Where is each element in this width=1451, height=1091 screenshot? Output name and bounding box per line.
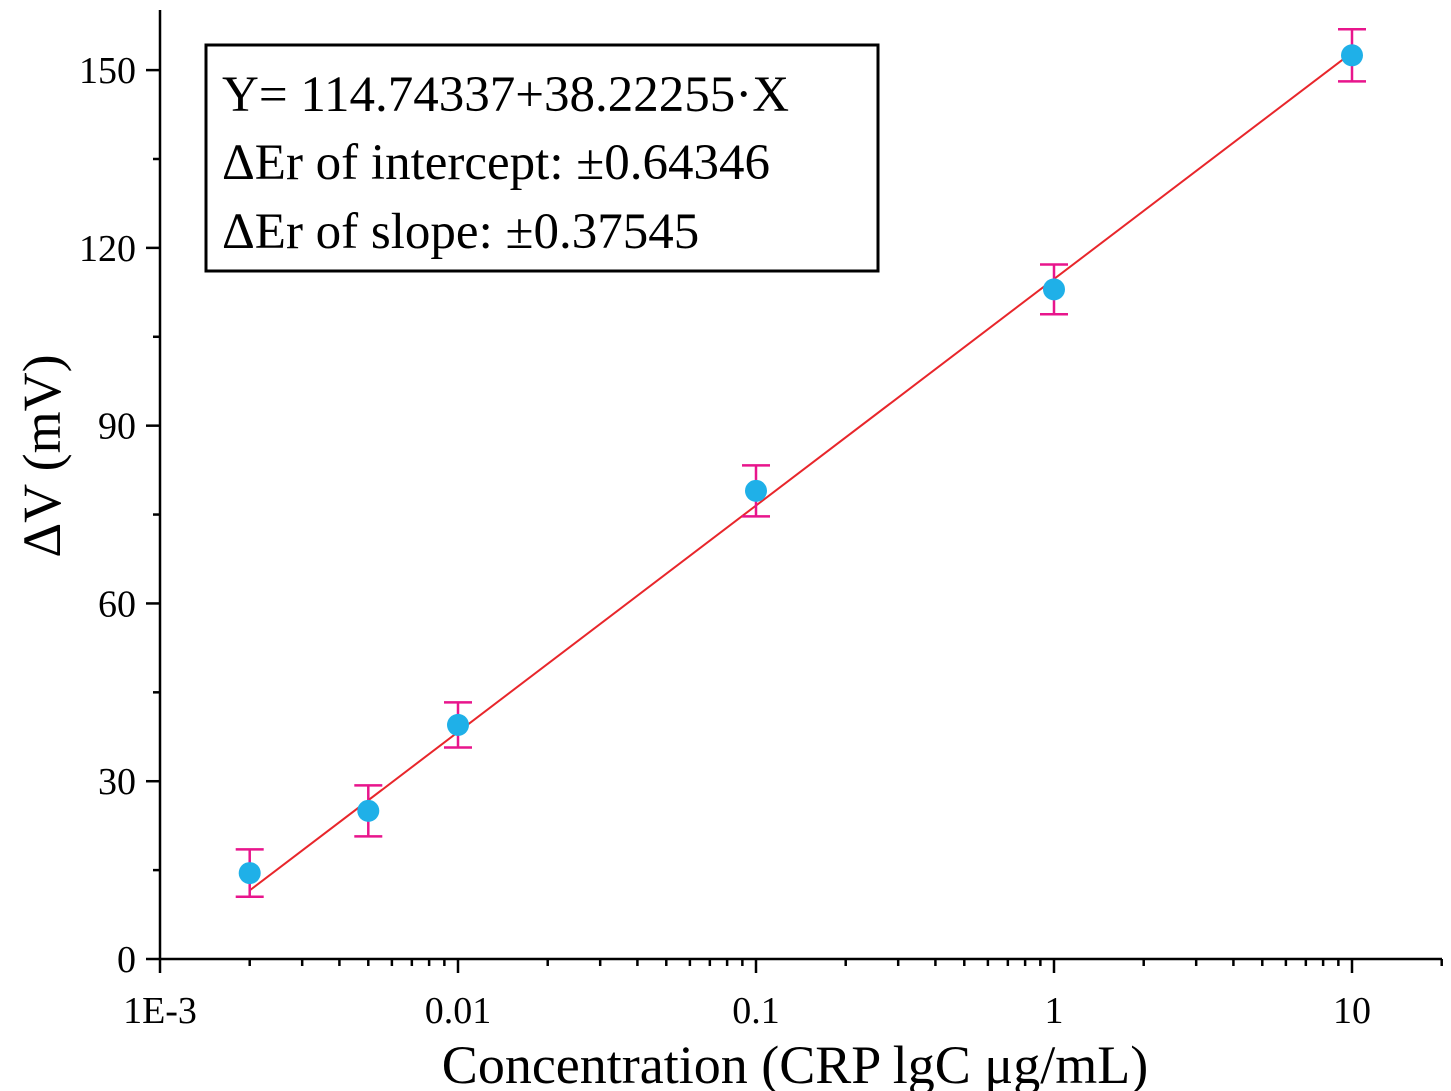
y-tick-label: 150 — [79, 50, 136, 92]
y-tick-label: 0 — [117, 939, 136, 981]
data-point — [1341, 44, 1363, 67]
data-point — [1043, 278, 1065, 301]
y-tick-label: 60 — [98, 583, 136, 625]
x-tick-label: 0.01 — [425, 990, 492, 1032]
axes: 0 30 60 90 120 150 1E-3 0.01 0.1 1 10 — [79, 10, 1443, 1032]
linear-fit-line — [249, 51, 1353, 892]
data-point — [238, 862, 261, 885]
x-tick-label: 1 — [1045, 990, 1064, 1032]
x-axis-title: Concentration (CRP lgC μg/mL) — [442, 1035, 1148, 1091]
annotation-line-intercept-error: ΔEr of intercept: ±0.64346 — [222, 135, 770, 191]
annotation-box-frame — [204, 43, 880, 273]
x-tick-label: 1E-3 — [123, 990, 197, 1032]
x-tick-label: 0.1 — [732, 990, 780, 1032]
x-tick-label: 10 — [1333, 990, 1371, 1032]
data-points — [238, 44, 1363, 885]
data-point — [447, 713, 469, 736]
y-tick-label: 120 — [79, 228, 136, 270]
annotation-line-equation: Y= 114.74337+38.22255·X — [222, 67, 789, 123]
y-tick-label: 30 — [98, 761, 136, 803]
annotation-line-slope-error: ΔEr of slope: ±0.37545 — [222, 204, 699, 260]
y-tick-label: 90 — [98, 406, 136, 448]
data-point — [357, 799, 380, 822]
y-axis-title: ΔV (mV) — [12, 354, 72, 557]
data-point — [745, 479, 767, 502]
equation-annotation-box: Y= 114.74337+38.22255·X ΔEr of intercept… — [204, 43, 880, 273]
fit-line-group — [249, 51, 1353, 892]
